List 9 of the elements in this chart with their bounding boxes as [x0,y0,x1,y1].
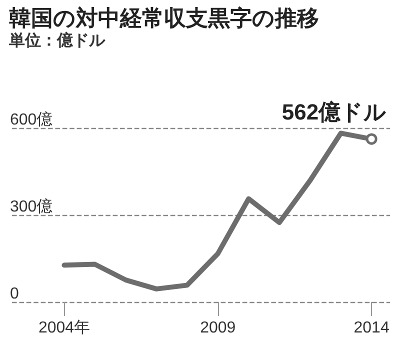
y-tick-label: 0 [10,286,19,302]
x-tick-label: 2004年 [38,320,90,336]
annotation: 562億ドル [282,100,387,125]
x-tick-label: 2014 [354,320,390,336]
chart-title: 韓国の対中経常収支黒字の推移 [9,6,319,30]
y-tick-label: 600億 [10,110,53,128]
y-tick-label: 300億 [10,198,53,216]
x-tick-label: 2009 [200,320,236,336]
chart-subtitle: 単位：億ドル [8,32,106,50]
